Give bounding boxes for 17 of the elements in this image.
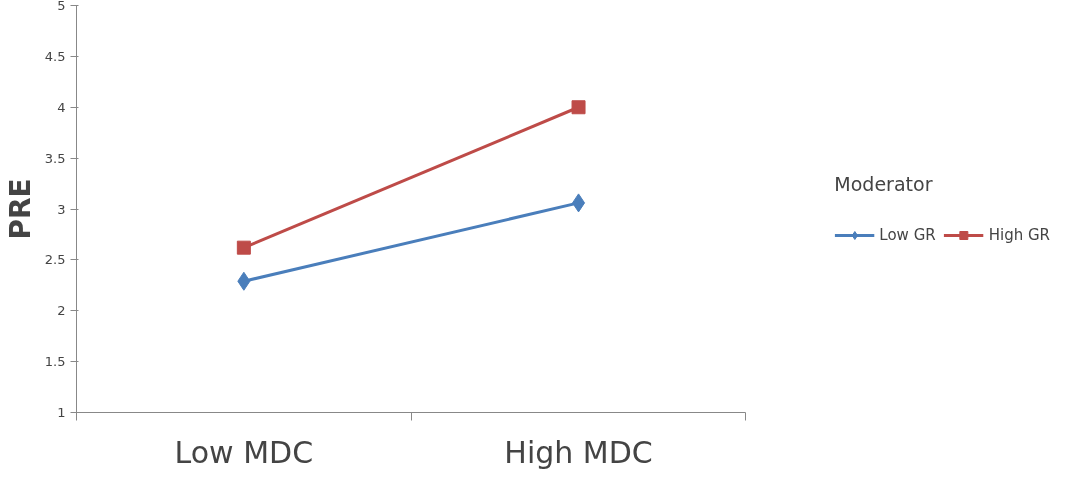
x-tick-label: High MDC [504,434,653,470]
x-tick-label: Low MDC [174,434,314,470]
y-tick-label: 1 [57,405,66,420]
legend-label: High GR [988,225,1050,244]
legend-label: Low GR [879,225,936,244]
y-tick-label: 1.5 [44,354,66,370]
y-tick-label: 5 [57,0,66,13]
y-tick-label: 4.5 [44,48,66,64]
point [236,240,251,255]
y-tick-label: 2.5 [44,252,66,268]
y-tick-label: 3.5 [44,150,66,166]
y-tick-label: 3 [57,201,66,217]
y-tick-label: 4 [57,99,66,115]
y-axis-title: PRE [3,178,37,240]
legend-title: Moderator [834,172,934,195]
y-tick-label: 2 [57,303,66,319]
point [571,100,586,115]
